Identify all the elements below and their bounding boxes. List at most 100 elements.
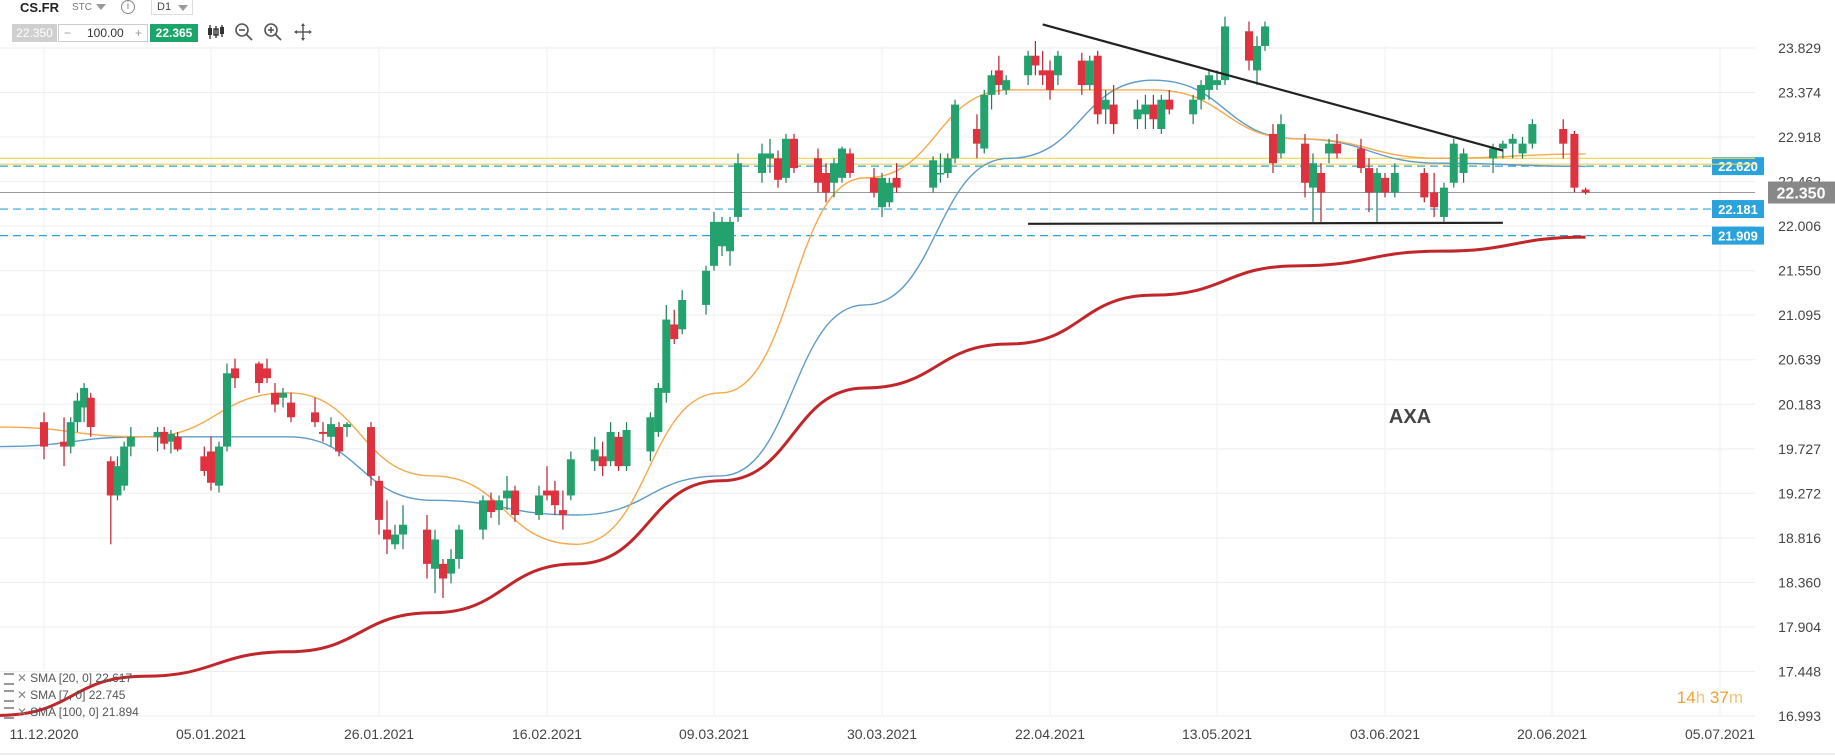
zoom-in-icon[interactable] [263, 22, 283, 42]
candle-body [654, 387, 663, 432]
candle-body [279, 392, 287, 398]
candle-body [503, 490, 511, 499]
quantity-stepper[interactable]: − 100.00 + [58, 24, 148, 42]
candle-body [1109, 104, 1118, 125]
candle-body [335, 427, 343, 452]
y-tick-label: 18.360 [1778, 574, 1821, 590]
candle-body [846, 153, 854, 173]
candle-body [1365, 168, 1373, 193]
candle-body [327, 424, 335, 437]
candle-countdown: 14h 37m [1676, 688, 1743, 707]
current-price-badge [1768, 181, 1835, 204]
account-type-label: STC [72, 2, 92, 13]
candle-body [678, 300, 687, 330]
candle-body [598, 456, 607, 467]
sma20-legend[interactable]: ✕ SMA [20, 0] 22.617 [4, 671, 132, 685]
close-icon[interactable]: ✕ [17, 671, 28, 685]
candle-body [702, 270, 711, 305]
quantity-input[interactable]: 100.00 [87, 26, 124, 40]
price-level-badge: 22.181 [1712, 200, 1764, 219]
candle-body [1570, 133, 1579, 188]
timeframe-label: D1 [157, 1, 172, 13]
candle-body [1141, 104, 1150, 115]
candle-body [153, 431, 162, 437]
candle-body [1093, 55, 1102, 115]
candle-body [566, 459, 575, 496]
y-tick-label: 20.639 [1778, 352, 1821, 368]
candle-body [822, 172, 830, 193]
y-tick-label: 21.550 [1778, 263, 1821, 279]
candle-body [231, 368, 239, 379]
candle-body [782, 138, 790, 178]
settings-lines-icon[interactable] [4, 689, 14, 702]
sma100-legend[interactable]: ✕ SMA [100, 0] 21.894 [4, 705, 139, 719]
candle-body [1149, 104, 1158, 120]
increase-quantity-button[interactable]: + [134, 26, 142, 40]
candle-body [870, 177, 878, 193]
x-tick-label: 05.01.2021 [176, 726, 246, 742]
candle-body [1325, 143, 1333, 154]
account-type-dropdown[interactable]: STC [72, 2, 106, 13]
y-tick-label: 23.374 [1778, 84, 1821, 100]
candle-body [511, 490, 519, 515]
chart-toolbar: CS.FR STC i D1 22.350 − 100.00 + 22.365 [0, 0, 340, 46]
sma7-legend[interactable]: ✕ SMA [7, 0] 22.745 [4, 688, 125, 702]
candle-body [1390, 172, 1399, 193]
candle-body [535, 495, 543, 515]
candle-body [1053, 55, 1062, 76]
candle-body [1245, 31, 1253, 61]
crosshair-move-icon[interactable] [293, 22, 313, 42]
candle-body [1077, 60, 1086, 86]
candle-body [790, 138, 798, 169]
candle-body [311, 412, 319, 423]
candle-body [550, 490, 559, 506]
x-tick-label: 05.07.2021 [1685, 726, 1755, 742]
timeframe-dropdown[interactable]: D1 [151, 0, 193, 15]
candle-body [766, 153, 774, 159]
candle-body [606, 431, 615, 462]
candle-body [1508, 138, 1517, 144]
y-tick-label: 19.272 [1778, 485, 1821, 501]
candle-body [1459, 153, 1468, 173]
candle-body [1165, 99, 1174, 110]
y-tick-label: 22.918 [1778, 129, 1821, 145]
sell-price-button[interactable]: 22.350 [12, 24, 57, 42]
candle-body [383, 529, 391, 540]
candle-body [423, 529, 431, 564]
info-icon[interactable]: i [121, 0, 135, 14]
candle-body [646, 417, 655, 452]
y-tick-label: 23.829 [1778, 40, 1821, 56]
candle-body [758, 153, 766, 173]
candle-body [1046, 70, 1054, 90]
candle-body [160, 431, 169, 444]
candle-body [1518, 143, 1527, 154]
chart-title: AXA [1389, 406, 1431, 428]
candle-body [929, 160, 938, 188]
settings-lines-icon[interactable] [4, 672, 14, 685]
x-tick-label: 20.06.2021 [1517, 726, 1587, 742]
x-tick-label: 03.06.2021 [1350, 726, 1420, 742]
candle-body [1373, 172, 1381, 193]
candle-body [726, 221, 734, 252]
candle-body [1309, 163, 1317, 188]
close-icon[interactable]: ✕ [17, 705, 28, 719]
y-tick-label: 20.183 [1778, 396, 1821, 412]
candle-body [1133, 109, 1142, 120]
close-icon[interactable]: ✕ [17, 688, 28, 702]
candle-body [1253, 45, 1261, 71]
candle-body [40, 422, 48, 447]
candle-body [126, 436, 135, 447]
settings-lines-icon[interactable] [4, 706, 14, 719]
candle-body [66, 422, 75, 447]
zoom-out-icon[interactable] [234, 22, 254, 42]
decrease-quantity-button[interactable]: − [64, 26, 72, 40]
buy-price-button[interactable]: 22.365 [150, 24, 198, 42]
candle-body [1439, 187, 1448, 217]
candle-body [200, 456, 209, 472]
candle-body [662, 319, 671, 393]
candles-chart-icon[interactable] [206, 22, 226, 42]
y-tick-label: 17.904 [1778, 619, 1821, 635]
symbol-label[interactable]: CS.FR [20, 0, 59, 15]
x-tick-label: 22.04.2021 [1015, 726, 1085, 742]
